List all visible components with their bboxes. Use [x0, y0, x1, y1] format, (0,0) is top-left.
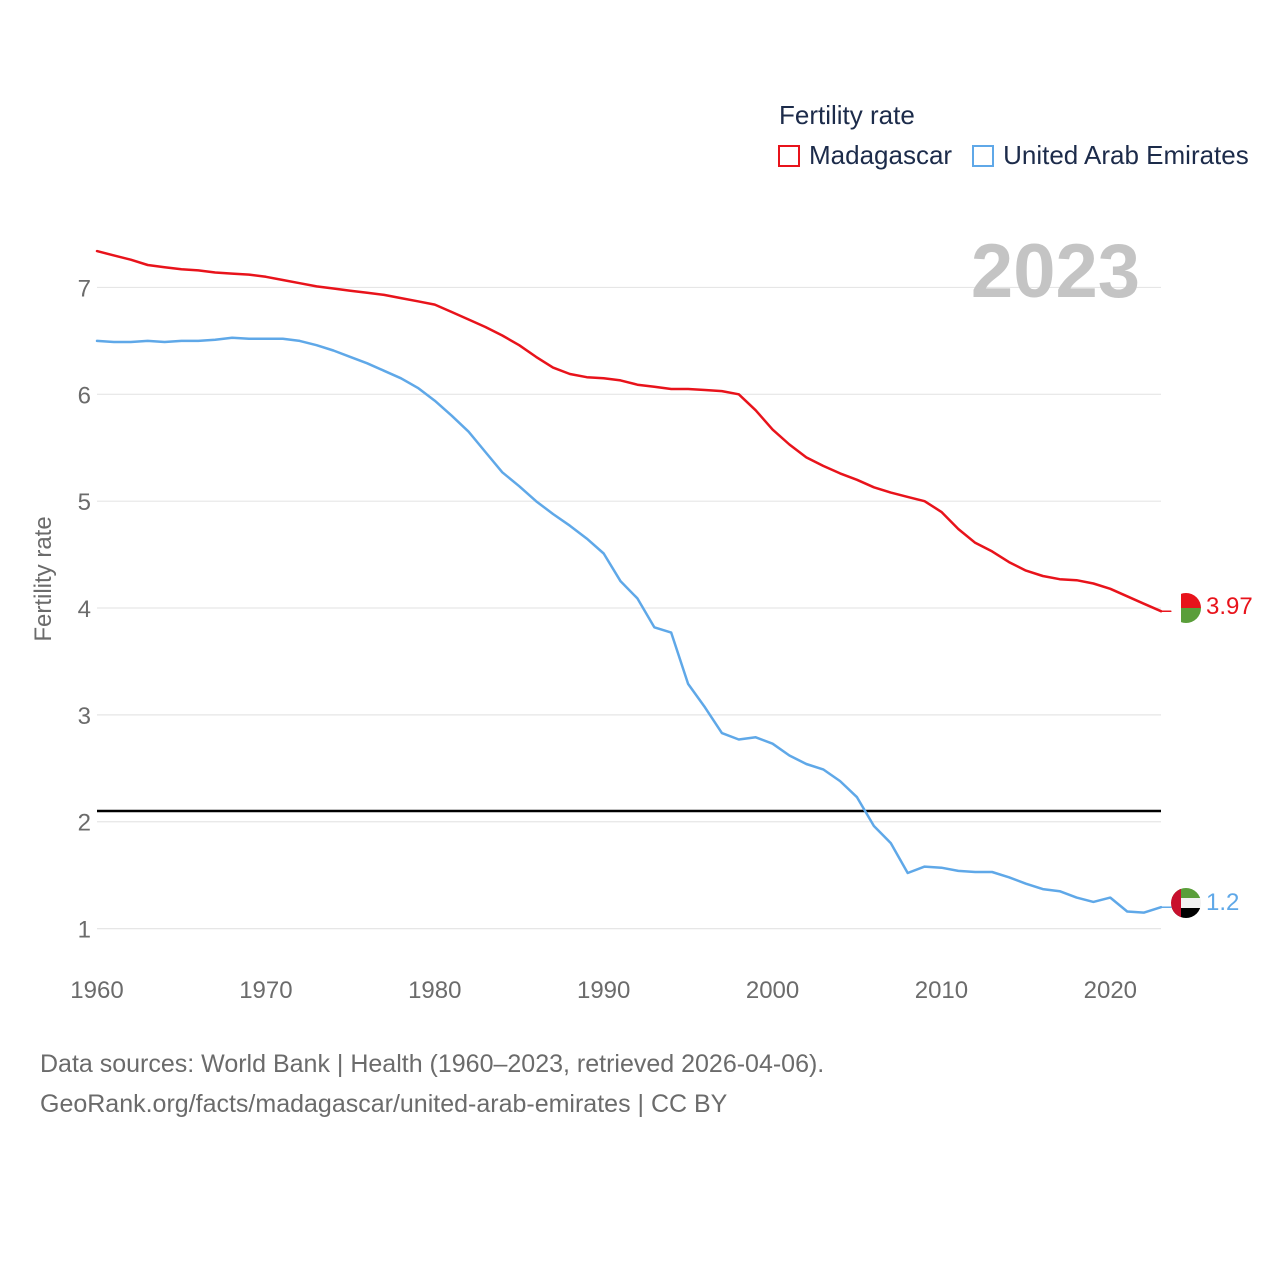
source-note: Data sources: World Bank | Health (1960–… — [40, 1044, 824, 1124]
y-tick-5: 5 — [78, 489, 91, 516]
series-lines — [95, 249, 1172, 914]
y-tick-2: 2 — [78, 810, 91, 837]
legend-label-madagascar: Madagascar — [809, 140, 953, 170]
y-tick-labels: 1 2 3 4 5 6 7 — [78, 275, 91, 943]
series-line-madagascar — [95, 249, 1163, 613]
x-tick-1990: 1990 — [577, 977, 630, 1004]
source-line-1: Data sources: World Bank | Health (1960–… — [40, 1050, 825, 1078]
x-tick-1980: 1980 — [408, 977, 461, 1004]
x-tick-1970: 1970 — [239, 977, 292, 1004]
legend: Madagascar United Arab Emirates — [778, 140, 1269, 171]
legend-item-uae[interactable]: United Arab Emirates — [972, 140, 1249, 171]
uae-end-value: 1.2 — [1206, 889, 1239, 916]
x-tick-2020: 2020 — [1084, 977, 1137, 1004]
legend-swatch-madagascar — [778, 144, 800, 167]
series-line-united-arab-emirates — [95, 336, 1163, 914]
source-line-2: GeoRank.org/facts/madagascar/united-arab… — [40, 1090, 728, 1118]
y-axis-label: Fertility rate — [30, 516, 57, 641]
year-label: 2023 — [970, 229, 1140, 314]
y-tick-7: 7 — [78, 275, 91, 302]
x-tick-2010: 2010 — [915, 977, 968, 1004]
madagascar-flag-icon — [1171, 593, 1201, 623]
x-tick-labels: 1960 1970 1980 1990 2000 2010 2020 — [70, 977, 1137, 1004]
uae-flag-icon — [1171, 888, 1201, 918]
madagascar-end-value: 3.97 — [1206, 593, 1253, 620]
x-tick-2000: 2000 — [746, 977, 799, 1004]
y-tick-4: 4 — [78, 596, 91, 623]
x-tick-1960: 1960 — [70, 977, 123, 1004]
legend-item-madagascar[interactable]: Madagascar — [778, 140, 952, 171]
y-tick-6: 6 — [78, 382, 91, 409]
legend-label-uae: United Arab Emirates — [1003, 140, 1249, 170]
legend-title: Fertility rate — [779, 100, 915, 130]
gridlines — [97, 286, 1161, 930]
y-tick-1: 1 — [78, 917, 91, 944]
legend-swatch-uae — [972, 144, 995, 167]
y-tick-3: 3 — [78, 703, 91, 730]
